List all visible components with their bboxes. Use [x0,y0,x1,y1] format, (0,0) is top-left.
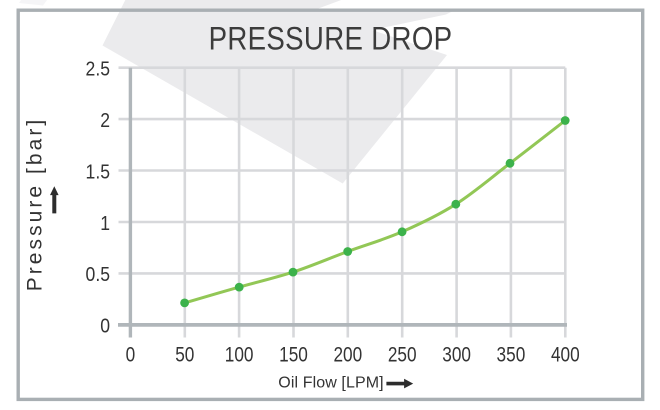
svg-text:Pressure [bar]: Pressure [bar] [24,117,47,292]
svg-text:0.5: 0.5 [86,263,110,285]
svg-text:2.5: 2.5 [86,57,110,79]
svg-text:1: 1 [100,212,110,234]
svg-text:50: 50 [175,344,194,367]
svg-text:200: 200 [333,344,362,367]
svg-text:0: 0 [100,315,110,337]
svg-text:300: 300 [442,344,471,367]
svg-text:150: 150 [279,344,308,367]
svg-text:Oil Flow [LPM]: Oil Flow [LPM] [278,375,383,392]
svg-text:250: 250 [388,344,417,367]
svg-text:1.5: 1.5 [86,160,110,182]
svg-text:350: 350 [497,344,526,367]
svg-text:PRESSURE DROP: PRESSURE DROP [209,21,453,57]
svg-text:100: 100 [225,344,254,367]
svg-text:2: 2 [100,109,110,131]
svg-text:0: 0 [126,344,136,367]
svg-text:400: 400 [551,344,580,367]
